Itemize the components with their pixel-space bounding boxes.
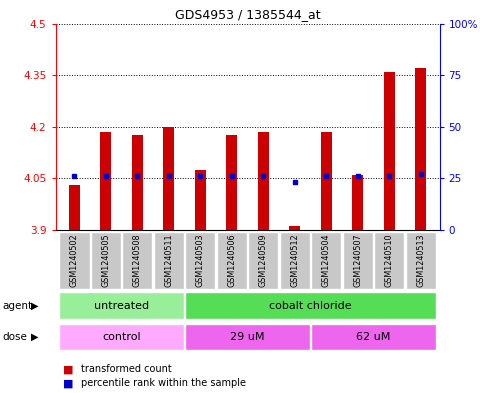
Text: dose: dose [2,332,28,342]
Bar [185,324,310,350]
Bar [406,232,436,289]
Bar [195,170,206,230]
Bar [321,132,332,230]
Text: untreated: untreated [94,301,149,310]
Text: ■: ■ [63,364,73,375]
Bar [248,232,278,289]
Title: GDS4953 / 1385544_at: GDS4953 / 1385544_at [175,8,320,21]
Bar [154,232,184,289]
Text: GSM1240506: GSM1240506 [227,233,236,287]
Bar [352,175,363,230]
Text: GSM1240507: GSM1240507 [353,233,362,287]
Bar [185,292,436,319]
Text: GSM1240503: GSM1240503 [196,233,205,287]
Text: percentile rank within the sample: percentile rank within the sample [81,378,246,388]
Text: cobalt chloride: cobalt chloride [269,301,352,310]
Text: control: control [102,332,141,342]
Bar [384,72,395,230]
Text: GSM1240512: GSM1240512 [290,233,299,287]
Bar [280,232,310,289]
Text: ▶: ▶ [31,332,39,342]
Bar [227,135,237,230]
Bar [59,324,184,350]
Text: GSM1240502: GSM1240502 [70,233,79,287]
Bar [342,232,373,289]
Bar [217,232,247,289]
Bar [311,232,341,289]
Bar [415,68,426,230]
Text: GSM1240504: GSM1240504 [322,233,331,287]
Bar [258,132,269,230]
Bar [374,232,404,289]
Bar [69,185,80,230]
Bar [100,132,112,230]
Text: GSM1240510: GSM1240510 [384,233,394,287]
Text: agent: agent [2,301,32,310]
Text: transformed count: transformed count [81,364,172,375]
Text: 29 uM: 29 uM [230,332,265,342]
Text: 62 uM: 62 uM [356,332,391,342]
Bar [311,324,436,350]
Text: GSM1240505: GSM1240505 [101,233,111,287]
Text: ▶: ▶ [31,301,39,310]
Bar [59,292,184,319]
Bar [91,232,121,289]
Text: GSM1240509: GSM1240509 [259,233,268,287]
Bar [163,127,174,230]
Text: GSM1240511: GSM1240511 [164,233,173,287]
Bar [185,232,215,289]
Text: GSM1240513: GSM1240513 [416,233,425,287]
Bar [132,135,143,230]
Bar [59,232,89,289]
Text: ■: ■ [63,378,73,388]
Text: GSM1240508: GSM1240508 [133,233,142,287]
Bar [289,226,300,230]
Bar [122,232,153,289]
